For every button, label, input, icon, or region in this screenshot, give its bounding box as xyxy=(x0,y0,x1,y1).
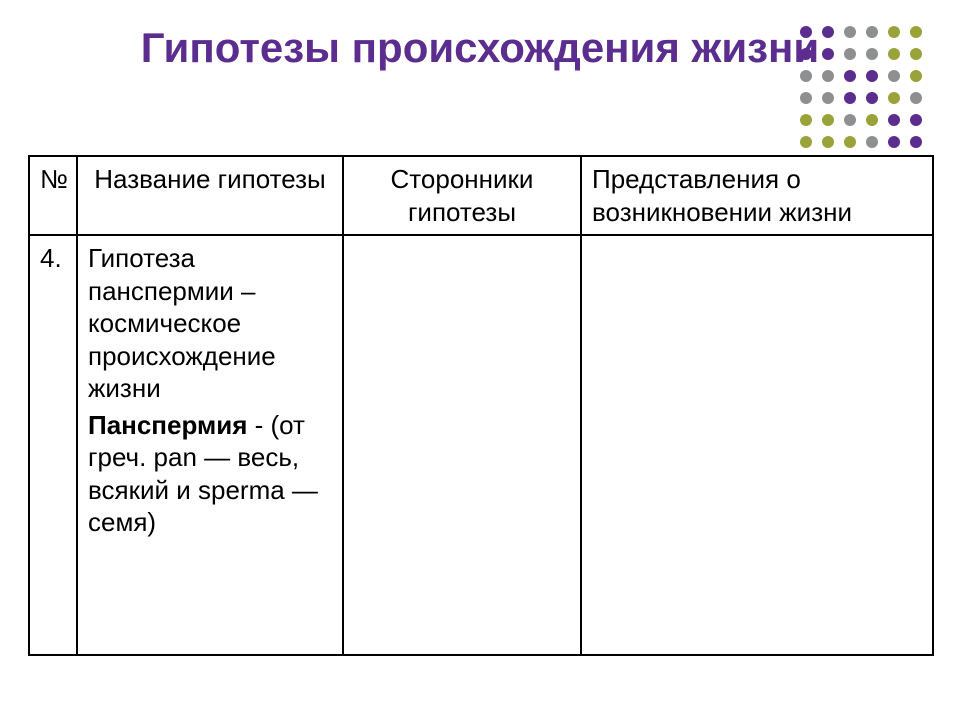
cell-number: 4. xyxy=(29,235,77,655)
definition-term: Панспермия xyxy=(88,410,247,440)
slide-title: Гипотезы происхождения жизни xyxy=(0,22,960,75)
hypothesis-definition: Панспермия - (от греч. pan — весь, всяки… xyxy=(88,409,332,539)
col-header-view: Представления о возникновении жизни xyxy=(581,156,933,235)
cell-views xyxy=(581,235,933,655)
table-header-row: № Название гипотезы Сторонники гипотезы … xyxy=(29,156,933,235)
cell-hypothesis-name: Гипотеза панспермии – космическое происх… xyxy=(77,235,343,655)
cell-supporters xyxy=(343,235,581,655)
col-header-side: Сторонники гипотезы xyxy=(343,156,581,235)
col-header-number: № xyxy=(29,156,77,235)
table-row: 4. Гипотеза панспермии – космическое про… xyxy=(29,235,933,655)
hypothesis-description: Гипотеза панспермии – космическое происх… xyxy=(88,242,332,405)
col-header-name: Название гипотезы xyxy=(77,156,343,235)
hypotheses-table: № Название гипотезы Сторонники гипотезы … xyxy=(28,155,932,656)
